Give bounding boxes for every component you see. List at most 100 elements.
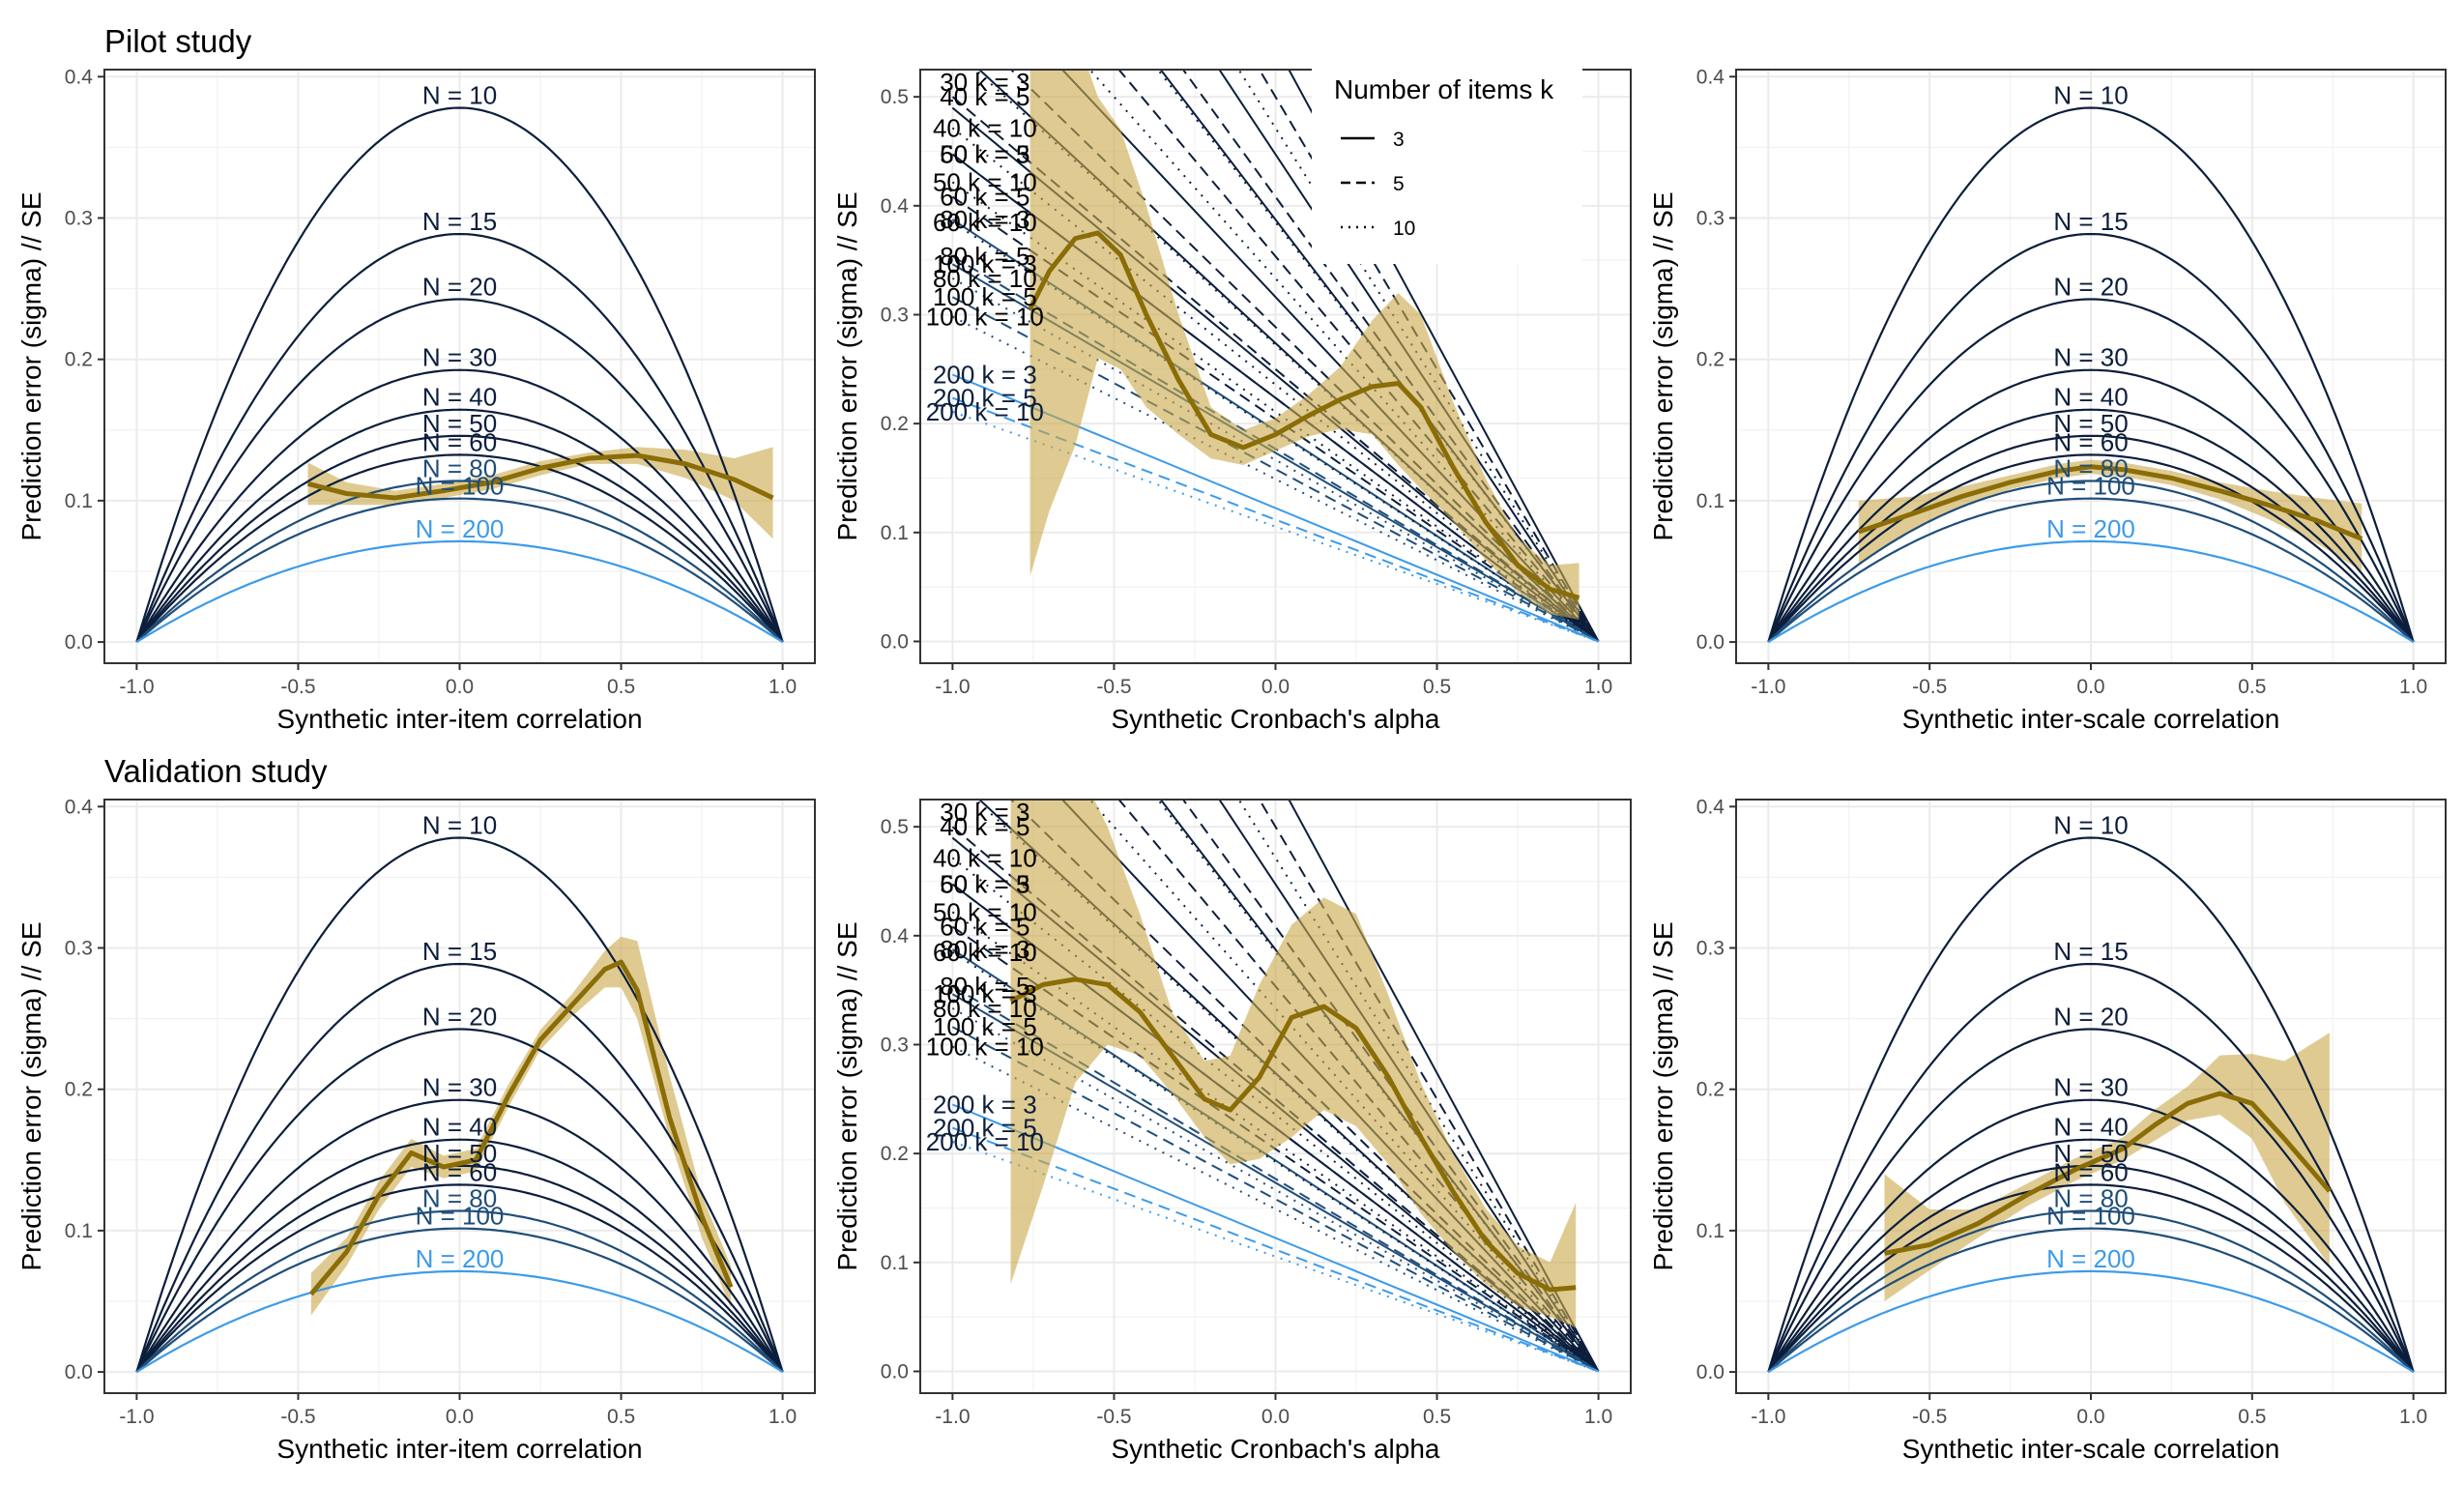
x-tick-label: 0.5 — [1423, 1406, 1451, 1428]
x-tick-label: -1.0 — [119, 1406, 154, 1428]
line-label: 30 k = 3 — [940, 68, 1029, 97]
curve-label: N = 200 — [416, 1244, 505, 1273]
y-axis-title: Prediction error (sigma) // SE — [16, 922, 46, 1271]
x-tick-label: 0.5 — [607, 1406, 635, 1428]
y-axis-title: Prediction error (sigma) // SE — [1648, 192, 1678, 541]
line-label: 200 k = 5 — [933, 1114, 1037, 1143]
se-curve-n50 — [1767, 1164, 2415, 1373]
curve-label: N = 100 — [416, 472, 505, 501]
x-tick-label: -0.5 — [280, 1406, 315, 1428]
curve-label: N = 200 — [416, 514, 505, 543]
y-tick-label: 0.4 — [65, 66, 94, 88]
se-curve-n30 — [1767, 1098, 2415, 1373]
curve-label: N = 40 — [422, 383, 497, 412]
curve-label: N = 60 — [2053, 427, 2128, 456]
y-tick-label: 0.2 — [1696, 1079, 1725, 1101]
panel-pilot-inter-item: N = 10N = 15N = 20N = 30N = 40N = 50N = … — [16, 66, 816, 734]
y-tick-label: 0.1 — [65, 1220, 93, 1242]
smooth-line — [1028, 230, 1580, 600]
se-curve-n80 — [1767, 1209, 2415, 1373]
se-line-n100-k5 — [951, 1026, 1600, 1373]
se-curve-n15 — [135, 963, 784, 1373]
x-tick-label: 0.5 — [1423, 676, 1451, 698]
line-label: 200 k = 10 — [926, 397, 1044, 426]
line-label: 80 k = 3 — [940, 935, 1029, 964]
gridlines — [1736, 800, 2446, 1393]
smooth-line — [1009, 976, 1577, 1293]
y-tick-label: 0.0 — [1696, 1361, 1725, 1383]
curve-label: N = 40 — [422, 1113, 497, 1142]
curve-label: N = 20 — [422, 273, 497, 302]
plot-area — [1767, 106, 2415, 644]
se-curve-n10 — [135, 106, 784, 643]
line-label: 60 k = 10 — [933, 938, 1037, 967]
x-tick-label: -1.0 — [935, 676, 970, 698]
se-line-n80-k5 — [951, 985, 1600, 1373]
se-line-n10-k5 — [1258, 70, 1600, 642]
se-curve-n100 — [1767, 1227, 2415, 1373]
x-tick-label: 0.0 — [1261, 676, 1290, 698]
se-curve-n100 — [135, 497, 784, 643]
x-tick-label: 0.5 — [2238, 1406, 2266, 1428]
se-line-n15-k3 — [1218, 70, 1600, 643]
line-label: 100 k = 5 — [933, 282, 1037, 311]
gridlines — [104, 800, 815, 1393]
curve-label: N = 20 — [2053, 273, 2128, 302]
se-curve-n40 — [1767, 408, 2415, 643]
se-curve-n50 — [135, 434, 784, 643]
x-tick-label: 1.0 — [768, 1406, 797, 1428]
line-label: 40 k = 10 — [933, 843, 1037, 872]
y-tick-label: 0.0 — [65, 631, 93, 654]
line-label: 200 k = 10 — [926, 1127, 1044, 1156]
x-tick-label: -1.0 — [1751, 1406, 1785, 1428]
x-tick-label: 0.5 — [607, 676, 635, 698]
smooth-line — [1884, 1091, 2332, 1256]
row-title-validation: Validation study — [104, 753, 328, 789]
x-tick-label: -0.5 — [1096, 1406, 1131, 1428]
se-curve-n15 — [1767, 963, 2415, 1373]
x-tick-label: -0.5 — [1912, 676, 1947, 698]
se-curve-n60 — [1767, 1183, 2415, 1373]
line-label: 80 k = 5 — [940, 242, 1029, 271]
legend: Number of items k 3 5 10 — [1312, 66, 1582, 264]
se-curve-n15 — [135, 233, 784, 643]
curve-label: N = 50 — [422, 409, 497, 438]
plot-area — [135, 106, 784, 644]
se-curve-n200 — [1767, 539, 2415, 644]
se-line-n10-k3 — [1288, 70, 1600, 642]
curve-label: N = 10 — [2053, 81, 2128, 110]
y-tick-label: 0.0 — [881, 630, 909, 653]
se-curve-n200 — [135, 539, 784, 644]
x-axis-title: Synthetic Cronbach's alpha — [1112, 1434, 1440, 1464]
y-axis-title: Prediction error (sigma) // SE — [16, 192, 46, 541]
panel-pilot-inter-scale: N = 10N = 15N = 20N = 30N = 40N = 50N = … — [1648, 66, 2447, 734]
line-label: 50 k = 10 — [933, 167, 1037, 196]
curve-label: N = 50 — [2053, 409, 2128, 438]
curve-label: N = 10 — [422, 81, 497, 110]
x-tick-label: 1.0 — [2399, 676, 2427, 698]
line-label: 200 k = 3 — [933, 361, 1037, 390]
y-tick-label: 0.3 — [65, 938, 93, 960]
plot-area — [951, 800, 1600, 1373]
curve-label: N = 200 — [2046, 1244, 2135, 1273]
se-curve-n30 — [1767, 368, 2415, 643]
x-tick-label: 1.0 — [1584, 1406, 1612, 1428]
x-axis-title: Synthetic inter-scale correlation — [1902, 1434, 2280, 1464]
curve-label: N = 50 — [2053, 1139, 2128, 1168]
y-tick-label: 0.0 — [1696, 631, 1725, 654]
smooth-line — [308, 959, 734, 1296]
x-tick-label: -0.5 — [1912, 1406, 1947, 1428]
x-tick-label: 0.0 — [446, 676, 474, 698]
line-label: 60 k = 5 — [940, 913, 1029, 942]
se-line-n10-k3 — [1288, 800, 1600, 1372]
se-curve-n10 — [1767, 106, 2415, 643]
curve-label: N = 50 — [422, 1139, 497, 1168]
se-curve-n60 — [135, 453, 784, 643]
row-title-pilot: Pilot study — [104, 23, 252, 59]
se-curve-n80 — [1767, 480, 2415, 643]
line-label: 60 k = 3 — [940, 870, 1029, 899]
line-label: 100 k = 5 — [933, 1012, 1037, 1041]
curve-label: N = 100 — [416, 1202, 505, 1231]
y-tick-label: 0.1 — [881, 1252, 909, 1274]
y-tick-label: 0.3 — [1696, 208, 1725, 230]
